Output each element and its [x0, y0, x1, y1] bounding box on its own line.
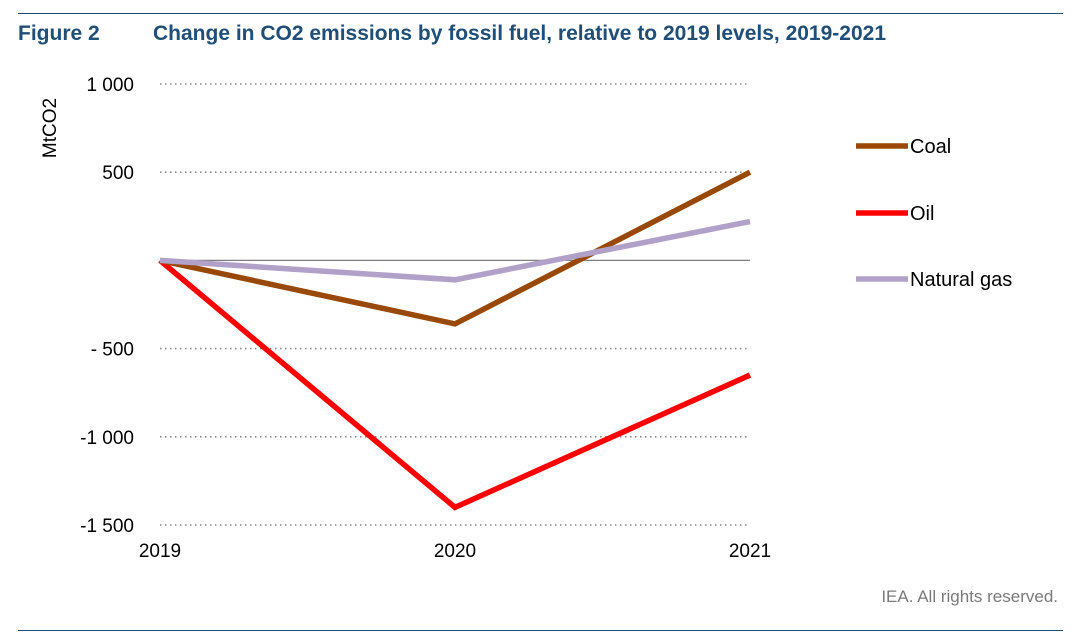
y-axis-tick-labels: 1 000 500 - 500 -1 000 -1 500: [80, 75, 134, 537]
y-axis-title: MtCO2: [40, 98, 61, 158]
footer-credit: IEA. All rights reserved.: [881, 587, 1058, 606]
y-tick-label: -1 000: [80, 428, 134, 449]
y-tick-label: 1 000: [86, 75, 134, 96]
legend-label-natural-gas: Natural gas: [910, 269, 1012, 291]
x-axis-tick-labels: 2019 2020 2021: [139, 541, 771, 562]
series-line-oil: [158, 258, 752, 511]
y-tick-label: -1 500: [80, 516, 134, 537]
x-tick-label: 2020: [434, 541, 476, 562]
legend: Coal Oil Natural gas: [856, 136, 1012, 291]
x-tick-label: 2021: [729, 541, 771, 562]
legend-label-coal: Coal: [910, 136, 951, 158]
x-tick-label: 2019: [139, 541, 181, 562]
bottom-rule: [18, 630, 1063, 631]
series-lines: [158, 169, 752, 511]
legend-label-oil: Oil: [910, 203, 934, 225]
series-line-coal: [159, 169, 752, 327]
series-line-natural-gas: [159, 218, 751, 283]
top-rule: [18, 13, 1063, 14]
y-tick-label: 500: [102, 163, 134, 184]
gridlines: [160, 83, 750, 526]
figure-label: Figure 2: [18, 22, 100, 45]
chart-title: Change in CO2 emissions by fossil fuel, …: [153, 22, 887, 45]
y-tick-label: - 500: [91, 340, 134, 361]
